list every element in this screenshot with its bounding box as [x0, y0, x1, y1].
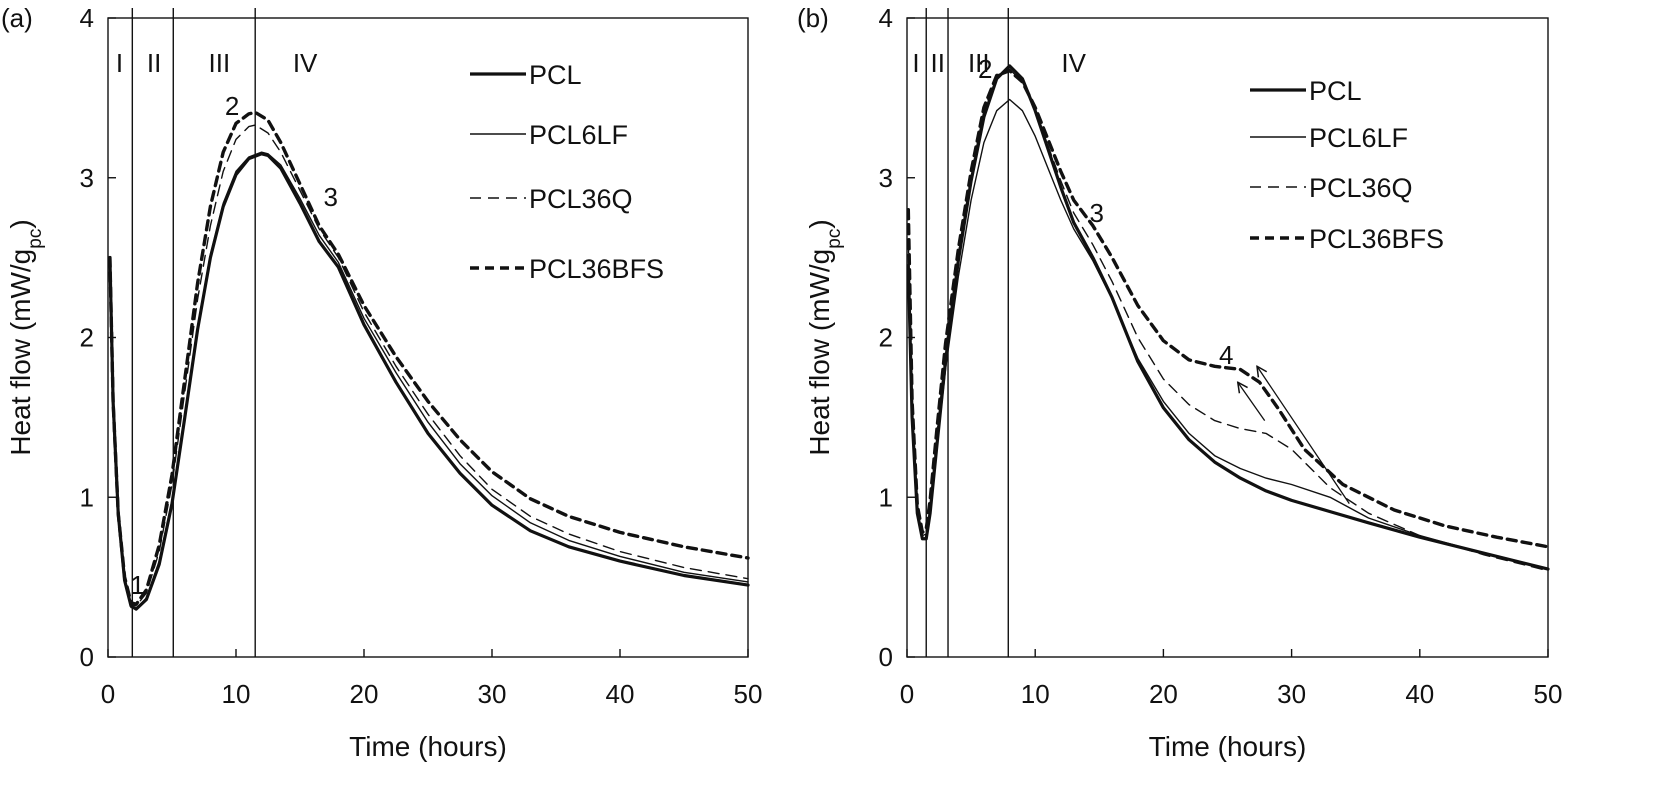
y-tick-label: 4 — [80, 3, 94, 33]
annotation-label: 2 — [225, 91, 239, 121]
x-tick-label: 40 — [606, 679, 635, 709]
legend-label: PCL — [1309, 76, 1362, 106]
legend-label: PCL36Q — [1309, 173, 1413, 203]
annotation-label: 2 — [978, 54, 992, 84]
y-axis-title-close: ) — [5, 219, 36, 228]
x-tick-label: 20 — [1149, 679, 1178, 709]
region-label: I — [116, 48, 123, 78]
series-line-pcl36q — [109, 124, 749, 607]
y-tick-label: 4 — [879, 3, 893, 33]
series-line-pcl6lf — [907, 98, 1549, 570]
region-label: IV — [293, 48, 318, 78]
series-line-pcl6lf — [109, 151, 749, 610]
legend-label: PCL36Q — [529, 184, 633, 214]
x-tick-label: 0 — [101, 679, 115, 709]
legend-label: PCL36BFS — [1309, 224, 1444, 254]
annotation-arrow — [1238, 382, 1266, 421]
x-axis-title: Time (hours) — [349, 731, 507, 762]
y-axis-title-close: ) — [804, 219, 835, 228]
x-tick-label: 30 — [478, 679, 507, 709]
y-axis-title: Heat flow (mW/gpc) — [5, 219, 46, 455]
annotation-label: 1 — [130, 570, 144, 600]
panel-label: (a) — [1, 3, 33, 33]
series-line-pcl — [906, 64, 1550, 571]
y-tick-label: 3 — [879, 163, 893, 193]
y-axis-title: Heat flow (mW/gpc) — [804, 219, 845, 455]
y-axis-title-subscript: pc — [824, 229, 845, 249]
series-line-pcl36bfs — [108, 110, 750, 606]
y-tick-label: 2 — [80, 323, 94, 353]
series-line-pcl36q — [907, 68, 1549, 572]
chart-panel-a: (a) 0 10 20 30 40 50 0 1 2 3 4 Time (hours) Heat flow… — [1, 3, 762, 762]
y-axis-title-main: Heat flow (mW/g — [5, 249, 36, 456]
y-tick-label: 0 — [80, 642, 94, 672]
y-tick-label: 1 — [879, 482, 893, 512]
x-tick-label: 30 — [1277, 679, 1306, 709]
y-tick-label: 1 — [80, 482, 94, 512]
annotation-arrow — [1257, 366, 1350, 505]
annotation-label: 3 — [323, 182, 337, 212]
region-label: I — [912, 48, 919, 78]
x-tick-label: 10 — [222, 679, 251, 709]
y-axis-title-main: Heat flow (mW/g — [804, 249, 835, 456]
series-line-pcl36bfs — [906, 69, 1550, 549]
x-tick-label: 50 — [734, 679, 763, 709]
x-tick-label: 50 — [1534, 679, 1563, 709]
region-label: II — [931, 48, 945, 78]
y-tick-label: 2 — [879, 323, 893, 353]
legend-label: PCL36BFS — [529, 254, 664, 284]
region-label: IV — [1061, 48, 1086, 78]
x-axis-title: Time (hours) — [1149, 731, 1307, 762]
chart-panel-b: (b) 0 10 20 30 40 50 0 1 2 3 4 Time (hours) Heat flow… — [797, 3, 1562, 762]
y-tick-label: 3 — [80, 163, 94, 193]
panel-label: (b) — [797, 3, 829, 33]
legend-label: PCL6LF — [1309, 123, 1408, 153]
region-label: III — [968, 48, 990, 78]
annotation-label: 3 — [1090, 198, 1104, 228]
legend-label: PCL6LF — [529, 120, 628, 150]
x-tick-label: 20 — [350, 679, 379, 709]
region-label: III — [209, 48, 231, 78]
region-label: II — [147, 48, 161, 78]
annotation-label: 4 — [1219, 340, 1233, 370]
legend: PCL PCL6LF PCL36Q PCL36BFS — [1250, 76, 1444, 254]
x-tick-label: 40 — [1405, 679, 1434, 709]
legend-label: PCL — [529, 60, 582, 90]
y-tick-label: 0 — [879, 642, 893, 672]
plot-frame — [906, 17, 1549, 658]
x-tick-label: 0 — [900, 679, 914, 709]
y-axis-title-subscript: pc — [25, 229, 46, 249]
plot-frame — [107, 17, 749, 658]
legend: PCL PCL6LF PCL36Q PCL36BFS — [470, 60, 664, 284]
x-tick-label: 10 — [1021, 679, 1050, 709]
